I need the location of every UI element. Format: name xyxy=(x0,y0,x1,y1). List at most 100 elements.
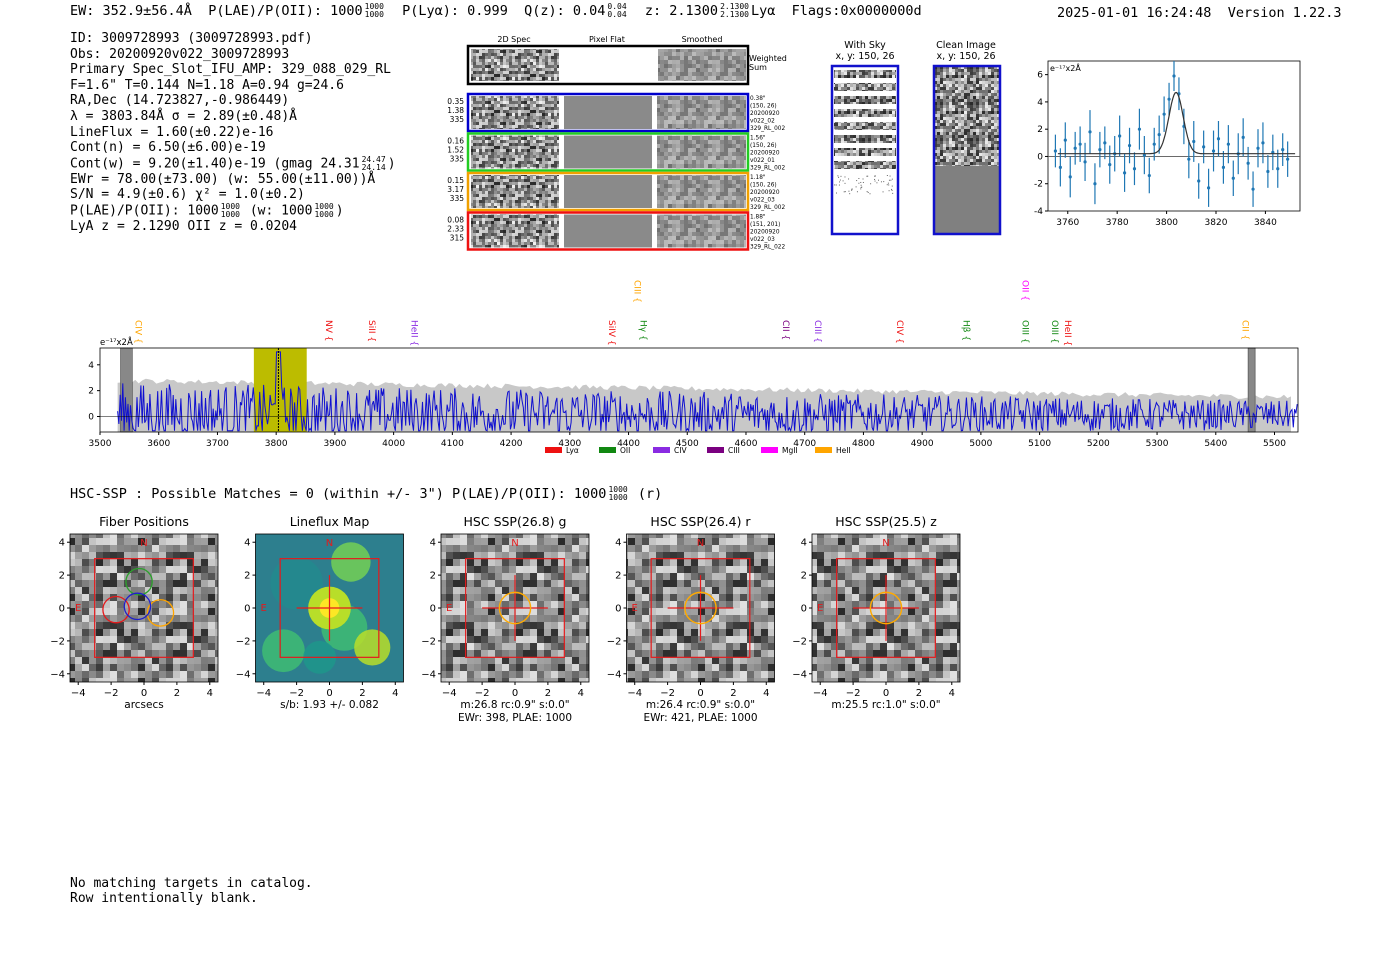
info-plae: P(LAE)/P(OII): 1000 1000 1000 (w: 1000 1000… xyxy=(70,202,344,220)
zoom-point xyxy=(1063,138,1067,142)
spectral-line-label: HeII { xyxy=(408,320,418,346)
panel-xtick-label: 0 xyxy=(141,688,147,699)
panel-ytick-label: 4 xyxy=(244,538,250,549)
zoom-point xyxy=(1211,149,1216,153)
legend-label: CIV xyxy=(674,446,687,455)
zoom-point xyxy=(1127,143,1132,148)
cutout-right-label: 329_RL_002 xyxy=(750,126,785,132)
sky-speck xyxy=(844,176,846,178)
cutout-2d-image xyxy=(471,214,559,248)
cutout-right-label: (151, 201) xyxy=(750,222,780,228)
zoom-point xyxy=(1226,142,1230,146)
spectrum-xtick-label: 5300 xyxy=(1146,439,1169,449)
zoom-point xyxy=(1202,145,1206,149)
spectral-line-label: OIII { xyxy=(1020,320,1030,344)
cutout-left-label: 335 xyxy=(450,194,465,203)
cutout-left-label: 335 xyxy=(450,155,465,164)
weighted-label: Sum xyxy=(749,63,767,72)
panel-title: Lineflux Map xyxy=(290,514,370,529)
sky-speck xyxy=(848,190,850,192)
cutout-2d-image xyxy=(471,175,559,208)
zoom-point xyxy=(1053,149,1058,153)
spectral-line-label: CIII { xyxy=(812,320,822,343)
spectral-line-label: OIII { xyxy=(1049,320,1059,344)
spectrum-xtick-label: 4200 xyxy=(500,439,523,449)
zoom-point xyxy=(1231,176,1235,180)
with-sky-title: With Sky xyxy=(844,40,886,51)
sky-speck xyxy=(891,185,893,187)
sky-speck xyxy=(876,182,878,184)
sky-speck xyxy=(883,181,885,183)
info-lineflux: LineFlux = 1.60(±0.22)e-16 xyxy=(70,124,274,140)
panel-ytick-label: 4 xyxy=(59,538,65,549)
panel-xtick-label: −4 xyxy=(813,688,828,699)
panel-ytick-label: −4 xyxy=(236,669,251,680)
info-block: ID: 3009728993 (3009728993.pdf) Obs: 202… xyxy=(70,31,396,235)
spectrum-xtick-label: 4000 xyxy=(382,439,405,449)
panel-ytick-label: −4 xyxy=(607,669,622,680)
sky-speck xyxy=(886,184,888,186)
sky-speck xyxy=(862,178,864,180)
panel-xtick-label: −2 xyxy=(104,688,119,699)
sky-speck xyxy=(858,182,860,184)
zoom-point xyxy=(1098,148,1102,152)
fiber-circle xyxy=(125,567,153,596)
spectrum-xtick-label: 4800 xyxy=(852,439,875,449)
zoom-ytick-label: 0 xyxy=(1037,152,1043,162)
zoom-point xyxy=(1197,179,1201,183)
aperture-box xyxy=(650,558,751,658)
spectrum-xtick-label: 3600 xyxy=(147,439,170,449)
zoom-point xyxy=(1187,157,1191,161)
panel-ytick-label: 4 xyxy=(430,538,436,549)
sky-speck xyxy=(866,191,868,193)
zoom-xtick-label: 3780 xyxy=(1106,218,1129,228)
header-datetime: 2025-01-01 16:24:48 xyxy=(1057,5,1212,21)
spectral-line-label: CII { xyxy=(780,320,790,340)
spectrum-xtick-label: 4900 xyxy=(911,439,934,449)
legend-label: CIII xyxy=(728,446,740,455)
header-qz: Q(z): 0.04 xyxy=(524,3,606,19)
footer-line-1: No matching targets in catalog. xyxy=(70,876,313,891)
sky-speck xyxy=(839,181,841,183)
legend-swatch xyxy=(815,447,832,453)
panel-xtick-label: 4 xyxy=(207,688,213,699)
legend-label: OII xyxy=(620,446,630,455)
cutout-left-label: 315 xyxy=(450,234,465,243)
zoom-point xyxy=(1172,74,1176,78)
clean-subtitle: x, y: 150, 26 xyxy=(936,51,995,62)
fiber-circle xyxy=(146,599,175,627)
info-sn: S/N = 4.9(±0.6) χ² = 1.0(±0.2) xyxy=(70,187,305,203)
spectrum-xtick-label: 4500 xyxy=(676,439,699,449)
cutout-right-label: 20200920 xyxy=(750,190,780,196)
cutout-right-label: 0.38" xyxy=(750,96,766,102)
panel-xtick-label: 2 xyxy=(359,688,365,699)
spectral-line-label: Hβ { xyxy=(960,320,970,341)
zoom-point xyxy=(1167,97,1171,101)
sky-speck xyxy=(860,188,862,190)
panel-ytick-label: −4 xyxy=(792,669,807,680)
cutout-left-label: 335 xyxy=(450,115,465,124)
weighted-label: Weighted xyxy=(749,54,787,63)
cutout-smooth-image xyxy=(657,214,746,248)
zoom-ylabel: e⁻¹⁷x2Å xyxy=(1050,62,1081,73)
zoom-ytick-label: -2 xyxy=(1034,180,1043,190)
cutout-right-label: 20200920 xyxy=(750,151,780,157)
panel-caption: s/b: 1.93 +/- 0.082 xyxy=(280,699,379,711)
sky-speck xyxy=(856,180,858,182)
zoom-xtick-label: 3840 xyxy=(1254,218,1277,228)
sky-stripe xyxy=(834,96,896,104)
header-z: z: 2.1300 xyxy=(644,3,719,19)
panel-xtick-label: 2 xyxy=(174,688,180,699)
sky-speck xyxy=(860,181,862,183)
cutout-flat-image xyxy=(564,214,652,248)
panel-xtick-label: 2 xyxy=(545,688,551,699)
sky-stripe xyxy=(834,161,896,169)
clean-title: Clean Image xyxy=(936,40,996,51)
legend-swatch xyxy=(707,447,724,453)
compass-east: E xyxy=(446,603,452,614)
spectrum-xtick-label: 4300 xyxy=(558,439,581,449)
info-lyaz: LyA z = 2.1290 OII z = 0.0204 xyxy=(70,219,297,235)
cutout-left-label: 0.15 xyxy=(447,176,464,185)
sky-speck xyxy=(874,180,876,182)
zoom-point xyxy=(1241,135,1245,139)
